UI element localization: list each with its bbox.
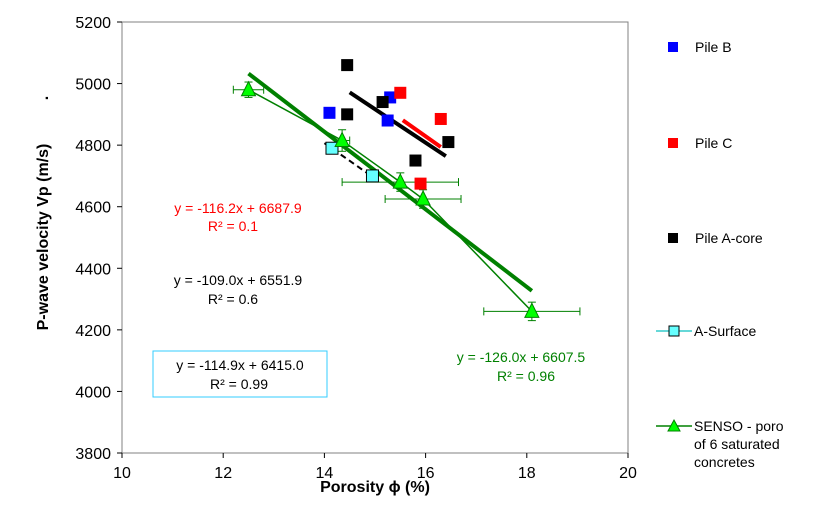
legend-label-pile-c: Pile C	[695, 135, 732, 151]
legend-label-senso-line1: SENSO - poro	[694, 418, 784, 434]
pile-a-core-trend-line	[348, 90, 447, 158]
legend-label-pile-b: Pile B	[695, 39, 732, 55]
pile-a-core-point-0	[341, 59, 354, 72]
legend-label-a-surface: A-Surface	[694, 323, 756, 339]
a-surface-r2: R² = 0.99	[210, 376, 268, 392]
pile-a-core-point-4	[442, 136, 455, 149]
legend-marker-pile-c	[668, 138, 678, 148]
y-tick-label-4400: 4400	[75, 261, 111, 278]
legend-label-senso-line3: concretes	[694, 454, 755, 470]
pile-c-r2: R² = 0.1	[208, 218, 258, 234]
a-core-r2: R² = 0.6	[208, 291, 258, 307]
pile-c-point-0	[394, 86, 407, 99]
pile-c-trend-line	[401, 118, 442, 149]
senso-poro-of-6-saturated-concretes-point-2	[392, 172, 409, 189]
legend-label-pile-a-core: Pile A-core	[695, 230, 763, 246]
x-tick-label-16: 16	[417, 465, 435, 482]
pile-c-equation: y = -116.2x + 6687.9	[174, 200, 302, 216]
senso-equation: y = -126.0x + 6607.5	[457, 349, 586, 365]
a-surface-equation-box	[152, 350, 328, 398]
a-surface-equation: y = -114.9x + 6415.0	[176, 357, 304, 373]
y-tick-label-4200: 4200	[75, 323, 111, 340]
y-tick-label-3800: 3800	[75, 446, 111, 463]
senso-poro-of-6-saturated-concretes-point-4	[524, 302, 540, 318]
y-tick-label-5000: 5000	[75, 77, 111, 94]
legend-marker-pile-a-core	[668, 233, 678, 243]
a-surface-point-0	[325, 141, 339, 155]
annotation-a-surface: y = -114.9x + 6415.0 R² = 0.99	[152, 350, 328, 398]
legend-marker-pile-b	[668, 42, 678, 52]
y-tick-label-4800: 4800	[75, 138, 111, 155]
legend-marker-a-surface	[668, 325, 680, 337]
y-tick-label-4000: 4000	[75, 384, 111, 401]
legend: Pile B Pile C Pile A-core A-Surface SENS…	[656, 39, 787, 470]
pile-c-point-1	[434, 112, 447, 125]
y-axis-label: P-wave velocity Vp (m/s)	[35, 144, 52, 331]
a-surface-point-1	[365, 169, 379, 183]
pile-c-point-2	[414, 177, 427, 190]
pile-a-core-point-3	[409, 154, 422, 167]
pile-a-core-point-1	[341, 108, 354, 121]
senso-poro-of-6-saturated-concretes-point-0	[240, 80, 257, 97]
legend-marker-senso	[667, 418, 681, 432]
senso-r2: R² = 0.96	[497, 368, 555, 384]
annotation-pile-c: y = -116.2x + 6687.9 R² = 0.1	[174, 200, 302, 234]
data-points	[240, 59, 540, 318]
legend-label-senso-line2: of 6 saturated	[694, 436, 780, 452]
x-tick-label-12: 12	[214, 465, 232, 482]
annotation-a-core: y = -109.0x + 6551.9 R² = 0.6	[174, 272, 303, 307]
a-core-equation: y = -109.0x + 6551.9	[174, 272, 303, 288]
x-axis-label: Porosity ϕ (%)	[320, 479, 430, 496]
pile-a-core-point-2	[376, 96, 389, 109]
x-tick-label-14: 14	[316, 465, 334, 482]
senso-poro-of-6-saturated-concretes-point-3	[415, 189, 431, 206]
pile-b-point-0	[323, 106, 336, 119]
senso-poro-of-6-saturated-concretes-point-1	[334, 131, 350, 148]
y-axis-label-suffix: .	[35, 96, 52, 100]
y-axis-ticks: 3800 4000 4200 4400 4600 4800 5000 5200	[75, 15, 122, 463]
x-tick-label-20: 20	[619, 465, 637, 482]
annotation-senso: y = -126.0x + 6607.5 R² = 0.96	[457, 349, 586, 384]
y-tick-label-4600: 4600	[75, 200, 111, 217]
legend-label-senso: SENSO - poro of 6 saturated concretes	[694, 418, 787, 470]
pile-b-point-2	[381, 114, 394, 127]
x-tick-label-10: 10	[113, 465, 131, 482]
x-tick-label-18: 18	[518, 465, 536, 482]
y-tick-label-5200: 5200	[75, 15, 111, 32]
x-axis-ticks: 10 12 14 16 18 20	[113, 453, 637, 482]
